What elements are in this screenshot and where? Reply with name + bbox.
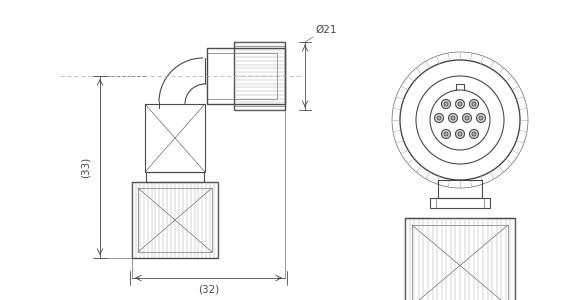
Bar xyxy=(438,180,482,198)
Circle shape xyxy=(458,102,462,106)
Bar xyxy=(405,218,515,300)
Circle shape xyxy=(469,130,479,139)
Text: (32): (32) xyxy=(198,285,219,295)
Bar xyxy=(207,48,285,104)
Text: (33): (33) xyxy=(81,156,91,178)
Circle shape xyxy=(476,113,486,122)
Circle shape xyxy=(455,100,465,109)
Circle shape xyxy=(462,113,472,122)
Circle shape xyxy=(472,132,476,136)
Text: Ø21: Ø21 xyxy=(315,25,336,35)
Bar xyxy=(207,53,277,99)
Bar xyxy=(430,198,490,208)
Circle shape xyxy=(444,132,448,136)
Circle shape xyxy=(455,130,465,139)
Circle shape xyxy=(441,130,451,139)
Circle shape xyxy=(479,116,483,120)
Bar xyxy=(146,172,204,182)
Circle shape xyxy=(469,100,479,109)
Bar xyxy=(145,104,205,172)
Circle shape xyxy=(472,102,476,106)
Circle shape xyxy=(448,113,458,122)
Circle shape xyxy=(434,113,444,122)
Circle shape xyxy=(451,116,455,120)
Bar xyxy=(234,46,285,106)
Bar xyxy=(412,225,508,300)
Bar xyxy=(132,182,218,258)
Circle shape xyxy=(465,116,469,120)
Circle shape xyxy=(441,100,451,109)
Bar xyxy=(138,188,212,252)
Circle shape xyxy=(458,132,462,136)
Circle shape xyxy=(444,102,448,106)
Circle shape xyxy=(437,116,441,120)
Bar xyxy=(234,42,285,110)
